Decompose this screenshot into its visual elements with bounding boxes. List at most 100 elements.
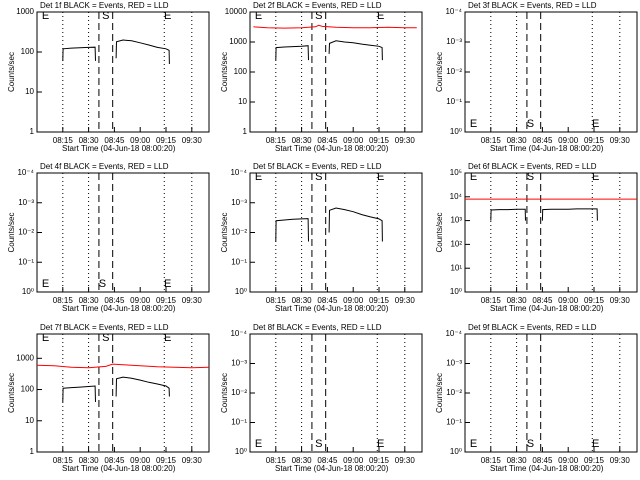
y-tick-label: 10⁻²: [18, 228, 34, 237]
plot-frame: [36, 172, 210, 293]
event-label: E: [377, 10, 384, 22]
y-tick-label: 10³: [450, 216, 462, 225]
panel-title: Det 5f BLACK = Events, RED = LLD: [253, 162, 382, 171]
x-tick-label: 08:15: [53, 136, 74, 145]
plot-frame: [36, 11, 210, 133]
y-tick-label: 100: [21, 385, 35, 394]
y-axis-label: Counts/sec: [220, 373, 229, 413]
series-line: [62, 376, 170, 403]
y-tick-label: 10⁵: [450, 168, 462, 177]
event-label: S: [527, 171, 534, 183]
y-tick-label: 10⁻³: [446, 359, 462, 368]
event-label: E: [592, 438, 599, 450]
x-tick-label: 08:45: [104, 136, 125, 145]
y-tick-label: 10¹: [450, 263, 462, 272]
x-tick-label: 09:30: [610, 296, 631, 305]
series-line: [62, 39, 170, 65]
x-axis-label: Start Time (04-Jun-18 08:00:20): [275, 304, 389, 313]
y-tick-label: 10⁻²: [446, 67, 462, 76]
y-tick-label: 10: [25, 416, 34, 425]
x-tick-label: 09:30: [182, 456, 203, 465]
x-tick-label: 09:15: [584, 136, 605, 145]
event-label: E: [470, 438, 477, 450]
x-tick-label: 08:45: [104, 296, 125, 305]
x-tick-label: 08:30: [79, 296, 100, 305]
event-label: E: [592, 118, 599, 130]
y-tick-label: 1: [30, 447, 35, 456]
series-line: [36, 363, 210, 369]
y-tick-label: 10⁻¹: [231, 257, 247, 266]
x-axis-label: Start Time (04-Jun-18 08:00:20): [490, 304, 604, 313]
x-tick-label: 09:15: [156, 136, 177, 145]
panel-title: Det 8f BLACK = Events, RED = LLD: [253, 323, 382, 332]
x-tick-label: 08:30: [292, 136, 313, 145]
y-tick-label: 10⁴: [450, 192, 463, 201]
x-axis-label: Start Time (04-Jun-18 08:00:20): [62, 464, 176, 473]
y-axis-label: Counts/sec: [435, 52, 444, 92]
x-tick-label: 08:30: [79, 136, 100, 145]
y-tick-label: 10⁻³: [446, 37, 462, 46]
y-tick-label: 10: [238, 97, 247, 106]
event-label: E: [470, 118, 477, 130]
y-tick-label: 10²: [450, 240, 462, 249]
y-axis-label: Counts/sec: [435, 212, 444, 252]
x-axis-label: Start Time (04-Jun-18 08:00:20): [490, 144, 604, 153]
y-tick-label: 10⁻¹: [18, 257, 34, 266]
x-tick-label: 08:15: [481, 136, 502, 145]
x-tick-label: 09:30: [610, 136, 631, 145]
event-label: S: [102, 332, 109, 344]
y-tick-label: 100: [21, 47, 35, 56]
x-tick-label: 08:15: [53, 296, 74, 305]
x-tick-label: 09:15: [369, 456, 390, 465]
x-tick-label: 08:30: [507, 456, 528, 465]
x-tick-label: 09:15: [584, 456, 605, 465]
x-tick-label: 08:15: [266, 456, 287, 465]
y-tick-label: 10: [25, 87, 34, 96]
event-label: E: [470, 171, 477, 183]
x-tick-label: 08:15: [266, 136, 287, 145]
event-label: E: [255, 10, 262, 22]
y-axis-label: Counts/sec: [7, 373, 16, 413]
event-label: S: [99, 278, 106, 290]
x-tick-label: 08:30: [507, 136, 528, 145]
x-axis-label: Start Time (04-Jun-18 08:00:20): [275, 464, 389, 473]
x-tick-label: 08:30: [292, 456, 313, 465]
x-tick-label: 08:45: [317, 136, 338, 145]
x-axis-label: Start Time (04-Jun-18 08:00:20): [275, 144, 389, 153]
x-tick-label: 09:15: [156, 296, 177, 305]
panel-title: Det 7f BLACK = Events, RED = LLD: [40, 323, 169, 332]
y-tick-label: 10⁻²: [446, 388, 462, 397]
x-tick-label: 09:30: [395, 296, 416, 305]
x-tick-label: 09:00: [343, 136, 364, 145]
x-tick-label: 09:15: [369, 136, 390, 145]
x-tick-label: 09:00: [558, 456, 579, 465]
panel-title: Det 3f BLACK = Events, RED = LLD: [468, 1, 597, 10]
x-axis-label: Start Time (04-Jun-18 08:00:20): [62, 144, 176, 153]
y-tick-label: 10⁻³: [231, 359, 247, 368]
x-tick-label: 09:00: [130, 136, 151, 145]
y-axis-label: Counts/sec: [220, 52, 229, 92]
event-label: E: [377, 438, 384, 450]
x-tick-label: 08:15: [53, 456, 74, 465]
event-label: S: [315, 171, 322, 183]
panel-title: Det 2f BLACK = Events, RED = LLD: [253, 1, 382, 10]
y-axis-label: Counts/sec: [220, 212, 229, 252]
event-label: S: [527, 438, 534, 450]
panel-title: Det 6f BLACK = Events, RED = LLD: [468, 162, 597, 171]
y-tick-label: 10⁻³: [18, 198, 34, 207]
series-line: [253, 24, 417, 29]
x-tick-label: 09:30: [395, 136, 416, 145]
event-label: E: [377, 171, 384, 183]
x-tick-label: 08:45: [532, 456, 553, 465]
y-tick-label: 10⁻¹: [446, 418, 462, 427]
y-tick-label: 10⁻⁴: [17, 168, 34, 177]
y-tick-label: 10⁰: [22, 287, 34, 296]
x-tick-label: 09:00: [343, 456, 364, 465]
event-label: E: [255, 438, 262, 450]
x-axis-label: Start Time (04-Jun-18 08:00:20): [62, 304, 176, 313]
y-tick-label: 1: [243, 127, 248, 136]
x-tick-label: 09:00: [130, 296, 151, 305]
y-tick-label: 10⁰: [450, 127, 462, 136]
y-tick-label: 10⁻¹: [231, 418, 247, 427]
x-tick-label: 08:45: [317, 456, 338, 465]
